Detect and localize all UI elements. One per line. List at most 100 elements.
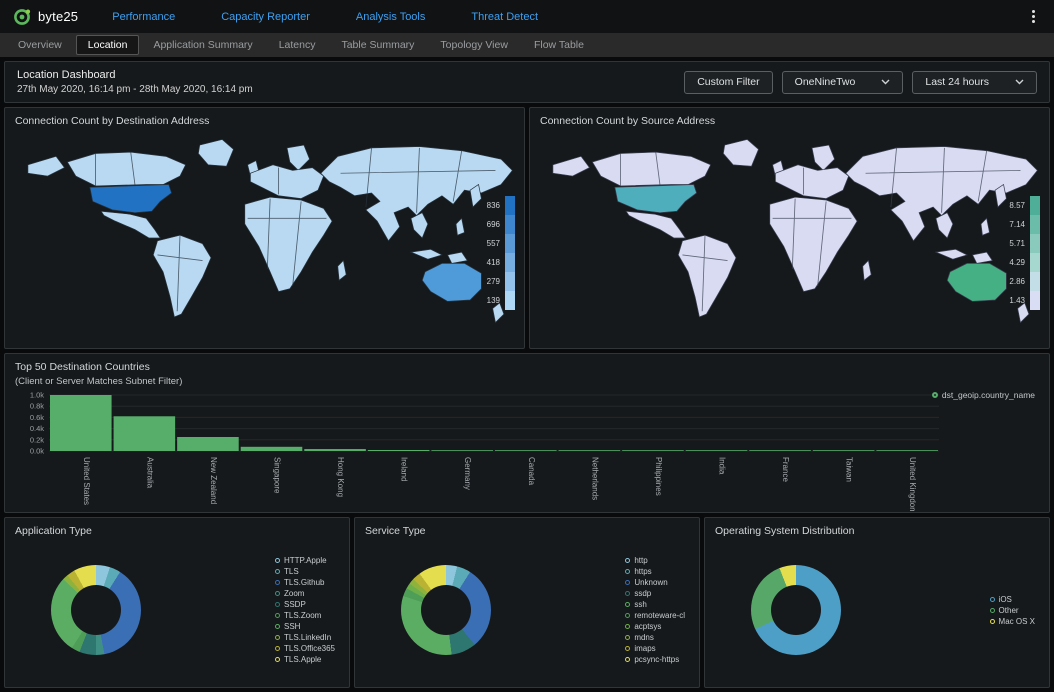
legend-item-imaps[interactable]: imaps xyxy=(625,644,685,653)
map-legend-swatch xyxy=(505,290,515,310)
map-legend-swatch xyxy=(1030,252,1040,272)
dashboard-header-left: Location Dashboard 27th May 2020, 16:14 … xyxy=(17,69,253,95)
nav-capacity-reporter[interactable]: Capacity Reporter xyxy=(221,10,310,23)
legend-item-tls-zoom[interactable]: TLS.Zoom xyxy=(275,611,335,620)
legend-item-ios[interactable]: iOS xyxy=(989,595,1035,604)
bar-canada[interactable] xyxy=(495,450,557,451)
map-area: 8.57 7.14 5.71 4.29 2.86 1.43 xyxy=(530,129,1049,376)
dashboard-header-controls: Custom Filter OneNineTwo Last 24 hours xyxy=(684,70,1037,94)
legend-item-tls[interactable]: TLS xyxy=(275,567,335,576)
page-title: Location Dashboard xyxy=(17,69,116,81)
tab-overview[interactable]: Overview xyxy=(18,39,62,51)
bar-singapore[interactable] xyxy=(240,446,303,451)
legend-item-remoteware-cl[interactable]: remoteware-cl xyxy=(625,611,685,620)
map-legend-value: 5.71 xyxy=(1009,238,1025,248)
site-select[interactable]: OneNineTwo xyxy=(781,70,904,94)
legend-item-http[interactable]: http xyxy=(625,556,685,565)
panel-title: Connection Count by Destination Address xyxy=(15,115,210,127)
bar-france[interactable] xyxy=(749,450,811,451)
panel-connection-count-source: Connection Count by Source Address 8.57 7… xyxy=(529,107,1050,349)
legend-item-other[interactable]: Other xyxy=(989,606,1035,615)
legend-label: ssh xyxy=(634,600,647,609)
brand[interactable]: byte25 xyxy=(12,7,78,27)
legend-item-ssh[interactable]: SSH xyxy=(275,622,335,631)
bar-germany[interactable] xyxy=(431,450,493,451)
map-legend-entry: 418 xyxy=(487,252,515,272)
tab-location[interactable]: Location xyxy=(75,35,140,55)
time-range-select[interactable]: Last 24 hours xyxy=(912,70,1037,94)
legend-ring-icon xyxy=(275,602,280,607)
map-legend-swatch xyxy=(505,195,515,215)
world-map-source[interactable] xyxy=(536,131,1043,370)
kebab-menu-icon[interactable] xyxy=(1024,8,1042,26)
bar-ireland[interactable] xyxy=(367,449,430,451)
chart-legend-label: dst_geoip.country_name xyxy=(941,390,1035,400)
donut-chart-os-distribution[interactable] xyxy=(751,565,841,655)
map-legend-swatch xyxy=(1030,214,1040,234)
bar-india[interactable] xyxy=(685,450,748,451)
dashboard-content: Location Dashboard 27th May 2020, 16:14 … xyxy=(0,57,1054,692)
legend-item-pcsync-https[interactable]: pcsync-https xyxy=(625,655,685,664)
legend-item-unknown[interactable]: Unknown xyxy=(625,578,685,587)
legend-item-http-apple[interactable]: HTTP.Apple xyxy=(275,556,335,565)
legend-item-tls-apple[interactable]: TLS.Apple xyxy=(275,655,335,664)
donut-legend: HTTP.Apple TLS TLS.Github Zoom SSDP TLS.Zoom S… xyxy=(275,556,335,664)
nav-threat-detect[interactable]: Threat Detect xyxy=(471,10,539,23)
legend-label: TLS xyxy=(284,567,299,576)
legend-item-ssh[interactable]: ssh xyxy=(625,600,685,609)
map-legend-swatch xyxy=(1030,233,1040,253)
donut-legend: http https Unknown ssdp ssh remoteware-cl acpt… xyxy=(625,556,685,664)
legend-item-tls-github[interactable]: TLS.Github xyxy=(275,578,335,587)
legend-label: pcsync-https xyxy=(634,655,680,664)
donut-chart-service-type[interactable] xyxy=(401,565,491,655)
legend-label: remoteware-cl xyxy=(634,611,685,620)
legend-ring-icon xyxy=(275,613,280,618)
legend-ring-icon xyxy=(275,569,280,574)
map-legend-swatch xyxy=(505,271,515,291)
legend-item-mdns[interactable]: mdns xyxy=(625,633,685,642)
x-axis-label: Singapore xyxy=(273,457,282,494)
x-axis-label: Taiwan xyxy=(845,457,854,482)
legend-item-https[interactable]: https xyxy=(625,567,685,576)
dashboard-date-range: 27th May 2020, 16:14 pm - 28th May 2020,… xyxy=(17,84,253,95)
bar-taiwan[interactable] xyxy=(812,450,875,451)
world-map-destination[interactable] xyxy=(11,131,518,370)
panel-title: Connection Count by Source Address xyxy=(540,115,716,127)
y-axis-label: 0.0k xyxy=(30,447,44,456)
legend-item-mac-os-x[interactable]: Mac OS X xyxy=(989,617,1035,626)
legend-item-zoom[interactable]: Zoom xyxy=(275,589,335,598)
legend-item-tls-office365[interactable]: TLS.Office365 xyxy=(275,644,335,653)
nav-performance[interactable]: Performance xyxy=(112,10,176,23)
panel-top-destination-countries: Top 50 Destination Countries (Client or … xyxy=(4,353,1050,513)
legend-ring-icon xyxy=(989,607,995,613)
chevron-down-icon xyxy=(881,79,890,85)
legend-ring-icon xyxy=(625,580,631,585)
bar-australia[interactable] xyxy=(113,416,176,451)
legend-item-acptsys[interactable]: acptsys xyxy=(625,622,685,631)
tab-flow-table[interactable]: Flow Table xyxy=(533,39,584,51)
bar-philippines[interactable] xyxy=(622,450,684,451)
nav-analysis-tools[interactable]: Analysis Tools xyxy=(355,10,426,23)
legend-item-ssdp[interactable]: SSDP xyxy=(275,600,335,609)
legend-item-tls-linkedin[interactable]: TLS.LinkedIn xyxy=(275,633,335,642)
legend-item-ssdp[interactable]: ssdp xyxy=(625,589,685,598)
chart-legend-item[interactable]: dst_geoip.country_name xyxy=(931,390,1035,400)
custom-filter-button[interactable]: Custom Filter xyxy=(684,70,773,94)
legend-ring-icon xyxy=(625,624,631,629)
bar-hong-kong[interactable] xyxy=(304,449,366,451)
map-legend-entry: 8.57 xyxy=(1009,195,1040,215)
legend-label: SSDP xyxy=(284,600,306,609)
panel-title: Application Type xyxy=(15,525,92,537)
bar-new-zealand[interactable] xyxy=(177,437,239,451)
donut-chart-application-type[interactable] xyxy=(51,565,141,655)
bar-united-states[interactable] xyxy=(50,395,112,451)
tab-latency[interactable]: Latency xyxy=(278,39,316,51)
bar-united-kingdom[interactable] xyxy=(876,450,938,451)
legend-label: imaps xyxy=(634,644,656,653)
map-legend-swatch xyxy=(505,214,515,234)
tab-application-summary[interactable]: Application Summary xyxy=(153,39,253,51)
legend-label: ssdp xyxy=(634,589,652,598)
tab-table-summary[interactable]: Table Summary xyxy=(341,39,415,51)
bar-netherlands[interactable] xyxy=(558,450,621,451)
tab-topology-view[interactable]: Topology View xyxy=(440,39,508,51)
